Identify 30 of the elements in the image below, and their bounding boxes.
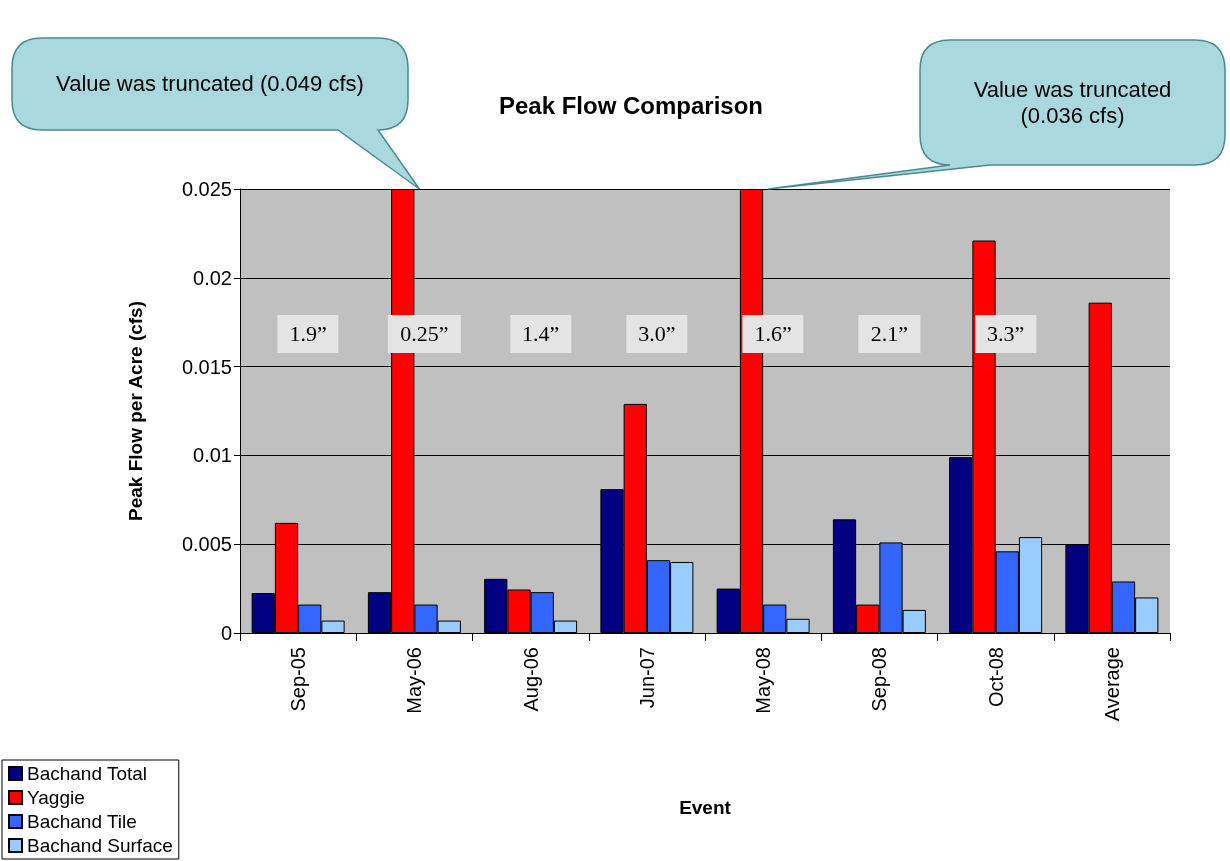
y-tick-label: 0.015 [181, 355, 232, 378]
legend-label: Bachand Tile [27, 811, 137, 832]
y-axis-title: Peak Flow per Acre (cfs) [125, 301, 146, 521]
x-tick-label: Oct-08 [984, 647, 1007, 708]
annotation: 0.25” [388, 315, 461, 353]
text: Value was truncated (0.049 cfs) [55, 70, 365, 98]
y-tick-label: 0.01 [193, 444, 232, 467]
x-axis-title: Event [679, 797, 732, 818]
y-tick-label: 0.005 [181, 533, 232, 556]
legend-label: Yaggie [27, 787, 85, 808]
x-tick-label: Aug-06 [519, 647, 542, 712]
annotation: 1.9” [277, 315, 339, 353]
y-tick-label: 0 [220, 622, 232, 644]
y-tick-label: 0.02 [193, 266, 232, 289]
legend-label: Bachand Total [27, 763, 148, 784]
x-tick-label: Average [1100, 647, 1123, 722]
x-tick-label: Jun-07 [635, 647, 658, 709]
x-tick-label: Sep-08 [868, 647, 891, 712]
x-tick-label: May-06 [403, 647, 426, 714]
annotation: 3.0” [626, 315, 688, 353]
annotation: 1.6” [742, 315, 804, 353]
y-tick-label: 0.025 [181, 178, 232, 200]
chart-title: Peak Flow Comparison [498, 91, 764, 119]
x-tick-label: May-08 [752, 647, 775, 714]
annotation: 3.3” [974, 315, 1037, 353]
text: Value was truncated (0.036 cfs) [972, 75, 1173, 130]
annotation: 2.1” [858, 315, 921, 353]
annotation: 1.4” [509, 315, 572, 353]
legend-label: Bachand Surface [27, 835, 173, 856]
x-tick-label: Sep-05 [287, 647, 310, 712]
